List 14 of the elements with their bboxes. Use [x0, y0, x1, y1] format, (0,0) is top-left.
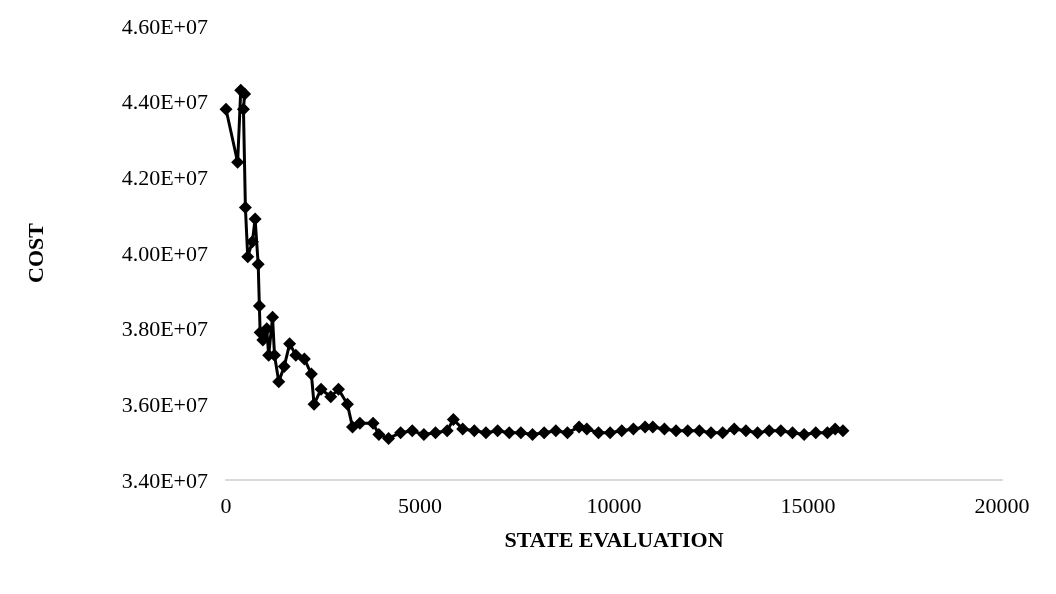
y-tick-label: 4.40E+07 [121, 89, 208, 115]
y-axis-title: COST [22, 222, 48, 283]
y-tick-label: 4.00E+07 [121, 240, 208, 266]
x-tick-label: 5000 [398, 492, 442, 518]
y-tick-label: 4.60E+07 [121, 13, 208, 39]
y-tick-label: 3.40E+07 [121, 467, 208, 493]
x-tick-label: 0 [220, 492, 232, 518]
x-tick-label: 15000 [780, 492, 836, 518]
y-tick-label: 3.80E+07 [121, 316, 208, 342]
y-tick-label: 4.20E+07 [121, 164, 208, 190]
x-tick-label: 20000 [974, 492, 1030, 518]
x-tick-label: 10000 [586, 492, 642, 518]
x-axis-title: STATE EVALUATION [504, 526, 724, 552]
y-tick-label: 3.60E+07 [121, 391, 208, 417]
